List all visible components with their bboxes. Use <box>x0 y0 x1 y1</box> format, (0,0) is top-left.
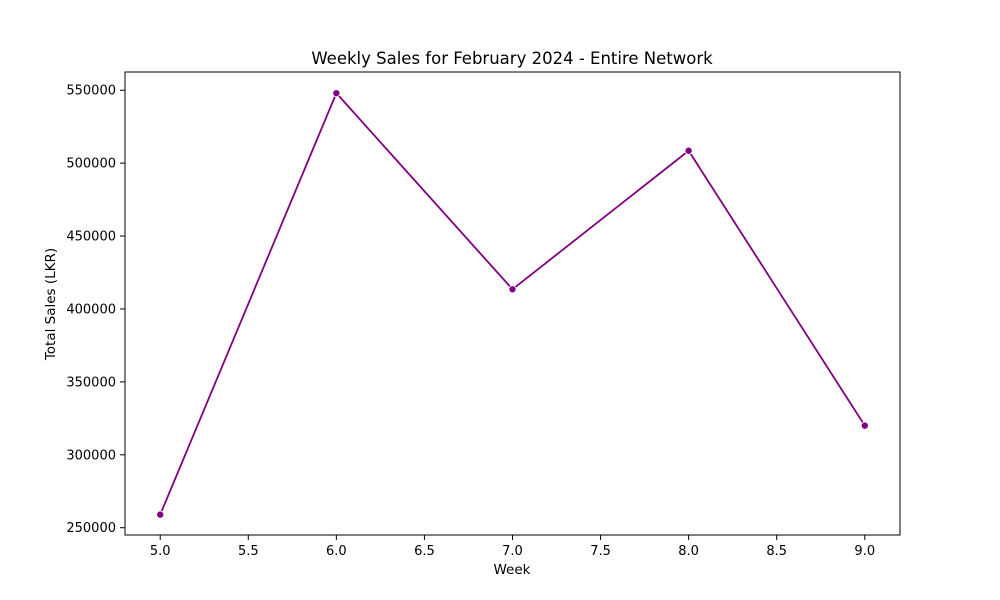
y-tick-label: 500000 <box>66 157 116 172</box>
x-tick-label: 8.0 <box>678 544 699 559</box>
plot-area <box>156 89 869 519</box>
y-tick-label: 350000 <box>66 375 116 390</box>
x-tick-label: 5.0 <box>150 544 171 559</box>
x-axis-label: Week <box>494 562 531 578</box>
data-point <box>860 421 869 430</box>
x-tick-label: 7.0 <box>502 544 523 559</box>
x-tick-label: 9.0 <box>854 544 875 559</box>
plot-frame <box>124 71 901 536</box>
data-point <box>684 146 693 155</box>
y-tick-label: 300000 <box>66 448 116 463</box>
chart-title: Weekly Sales for February 2024 - Entire … <box>311 49 713 68</box>
y-tick-label: 450000 <box>66 230 116 245</box>
y-axis-label: Total Sales (LKR) <box>43 248 59 361</box>
y-tick-label: 400000 <box>66 302 116 317</box>
x-tick-label: 6.0 <box>326 544 347 559</box>
data-point <box>156 510 165 519</box>
data-point <box>332 89 341 98</box>
x-tick-label: 5.5 <box>238 544 259 559</box>
x-tick-label: 6.5 <box>414 544 435 559</box>
data-point <box>508 285 517 294</box>
y-tick-label: 250000 <box>66 521 116 536</box>
series-line <box>159 92 866 515</box>
y-axis: 250000 300000 350000 400000 450000 500000 5500… <box>66 84 125 536</box>
x-axis: 5.0 5.5 6.0 6.5 7.0 7.5 8.0 8.5 9.0 <box>150 535 875 559</box>
x-tick-label: 8.5 <box>766 544 787 559</box>
y-tick-label: 550000 <box>66 84 116 99</box>
x-tick-label: 7.5 <box>590 544 611 559</box>
